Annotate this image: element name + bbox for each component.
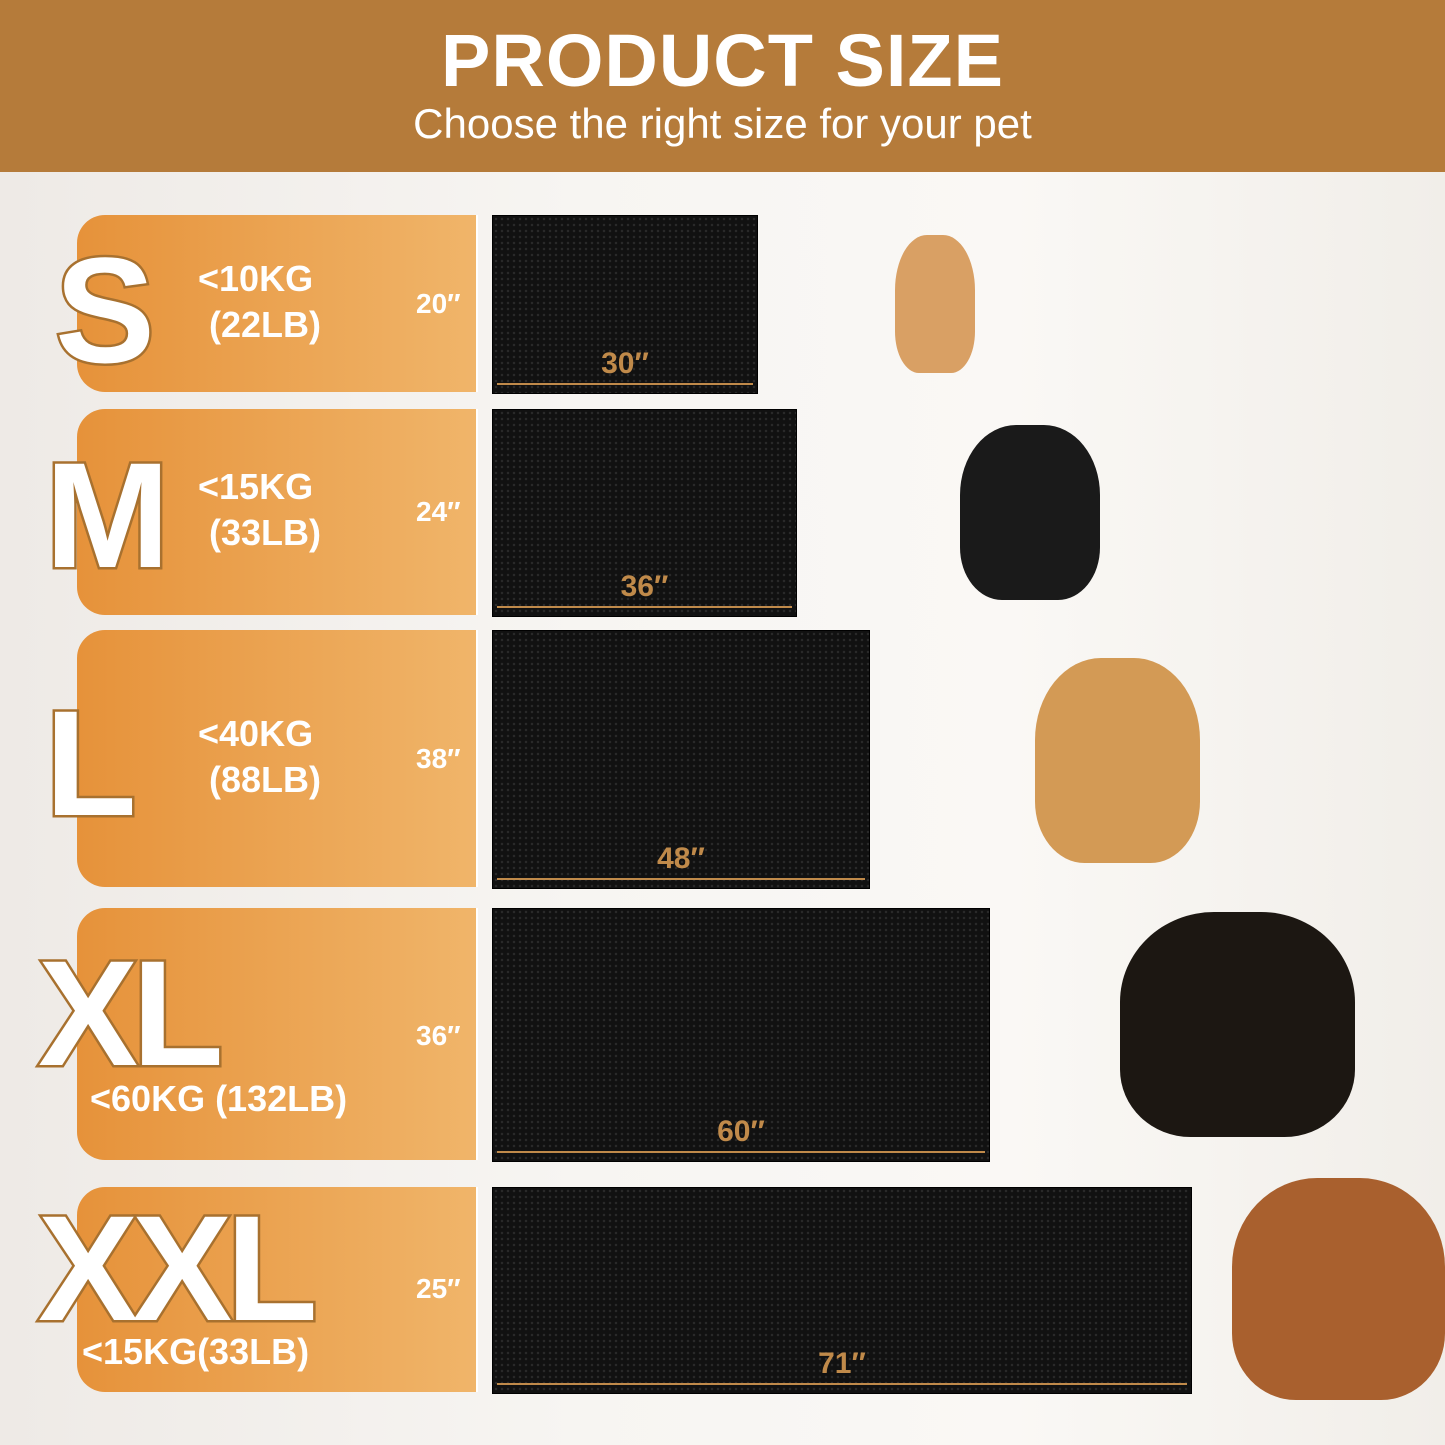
height-arrow [476,630,478,887]
height-label: 38″ [416,743,461,774]
width-label: 36″ [620,570,669,603]
size-letter: XXL [36,1184,321,1352]
weight-kg: <15KG [198,466,314,507]
weight: <15KG(33LB) [82,1331,310,1372]
size-letter: XL [36,929,227,1097]
page-title: PRODUCT SIZE [441,19,1004,102]
width-arrow [497,878,865,880]
height-arrow [476,215,478,392]
height-label: 36″ [416,1020,461,1051]
page-subtitle: Choose the right size for your pet [413,100,1032,147]
width-arrow [497,383,753,385]
size-panel-s [77,215,478,392]
height-arrow [476,1187,478,1392]
header-banner: PRODUCT SIZE Choose the right size for y… [0,0,1445,172]
border-collie-image [960,425,1100,600]
width-label: 60″ [717,1115,765,1148]
saint-bernard-image [1232,1178,1445,1400]
corgi-image [895,235,975,373]
weight-lb: (22LB) [209,304,322,345]
height-arrow [476,409,478,615]
mat-l: 48″ [492,630,870,889]
width-arrow [497,1383,1187,1385]
size-panel-l [77,630,478,887]
bernese-mountain-dog-image [1120,912,1355,1137]
width-arrow [497,606,792,608]
weight-kg: <10KG [198,258,314,299]
height-arrow [476,908,478,1160]
height-label: 25″ [416,1273,461,1304]
weight-lb: (33LB) [209,512,322,553]
mat-m: 36″ [492,409,797,617]
size-letter: L [43,679,140,847]
height-label: 24″ [416,496,461,527]
width-label: 48″ [657,842,705,875]
size-panel-m [77,409,478,615]
golden-retriever-image [1035,658,1200,863]
mat-xl: 60″ [492,908,990,1162]
size-letter: S [52,226,157,394]
size-panel-xxl [77,1187,478,1392]
height-label: 20″ [416,288,461,319]
mat-s: 30″ [492,215,758,394]
width-arrow [497,1151,985,1153]
weight-lb: (88LB) [209,759,322,800]
mat-xxl: 71″ [492,1187,1192,1394]
size-panel-xl [77,908,478,1160]
weight-kg: <40KG [198,713,314,754]
size-letter: M [43,431,173,599]
width-label: 71″ [818,1347,866,1380]
width-label: 30″ [601,347,649,380]
weight: <60KG (132LB) [90,1078,348,1119]
